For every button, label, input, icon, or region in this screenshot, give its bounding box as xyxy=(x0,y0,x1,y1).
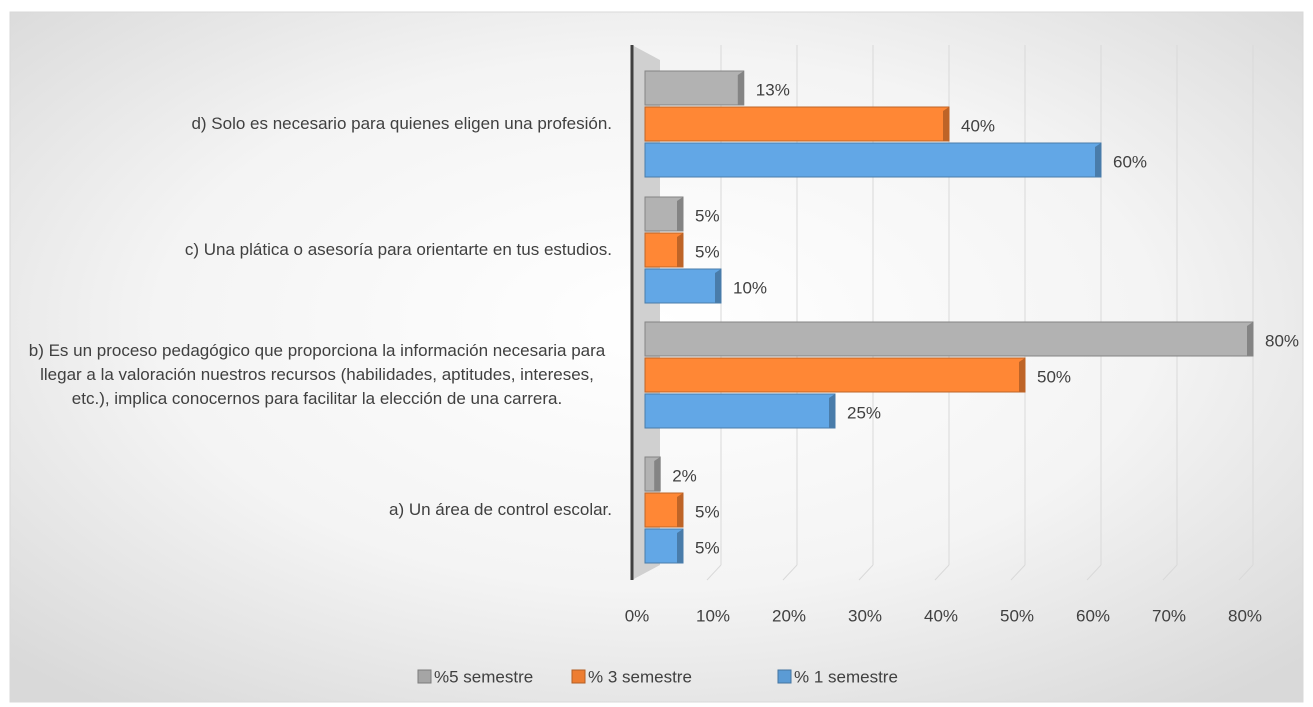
bar xyxy=(644,196,684,232)
category-label: d) Solo es necesario para quienes eligen… xyxy=(191,114,612,133)
bar-side-face xyxy=(737,71,744,105)
bar-side-face xyxy=(943,107,949,141)
grid-line-base xyxy=(858,564,874,581)
x-tick-label: 80% xyxy=(1228,606,1262,625)
bar-side-face xyxy=(829,394,835,428)
x-tick-label: 60% xyxy=(1076,606,1110,625)
bar xyxy=(644,142,1102,178)
grid-line-base xyxy=(706,564,722,581)
category-label: a) Un área de control escolar. xyxy=(388,500,612,519)
data-label: 50% xyxy=(1037,367,1071,386)
x-tick-label: 20% xyxy=(772,606,806,625)
legend-swatch xyxy=(777,669,792,684)
bar-side-face xyxy=(715,269,721,303)
bar-side-face xyxy=(654,457,661,491)
data-label: 10% xyxy=(733,278,767,297)
data-label: 80% xyxy=(1265,331,1299,350)
data-label: 5% xyxy=(695,538,720,557)
legend-swatch xyxy=(417,669,432,684)
bar-side-face xyxy=(1247,322,1253,356)
grid-line-base xyxy=(1162,564,1178,581)
x-tick-label: 30% xyxy=(848,606,882,625)
grid-line-base xyxy=(1010,564,1026,581)
data-label: 5% xyxy=(695,242,720,261)
category-label: b) Es un proceso pedagógico que proporci… xyxy=(28,341,606,408)
bar xyxy=(644,321,1254,357)
bar-side-face xyxy=(1019,358,1025,392)
data-label: 13% xyxy=(756,80,790,99)
category-label: c) Una plática o asesoría para orientart… xyxy=(184,240,612,259)
x-tick-label: 40% xyxy=(924,606,958,625)
grid-line-base xyxy=(934,564,950,581)
data-label: 60% xyxy=(1113,152,1147,171)
legend-label: % 3 semestre xyxy=(588,667,692,686)
grid-line-base xyxy=(1238,564,1254,581)
bar xyxy=(644,232,684,268)
legend-label: %5 semestre xyxy=(434,667,533,686)
data-label: 2% xyxy=(672,466,697,485)
grid-line-base xyxy=(1086,564,1102,581)
data-label: 5% xyxy=(695,206,720,225)
bar-side-face xyxy=(677,197,683,231)
grid-line-base xyxy=(782,564,798,581)
x-tick-label: 0% xyxy=(625,606,650,625)
data-label: 5% xyxy=(695,502,720,521)
data-label: 25% xyxy=(847,403,881,422)
bar-side-face xyxy=(1095,143,1101,177)
x-tick-label: 70% xyxy=(1152,606,1186,625)
bar xyxy=(644,106,950,142)
bar xyxy=(644,70,745,106)
data-label: 40% xyxy=(961,116,995,135)
bar xyxy=(644,492,684,528)
bar-side-face xyxy=(677,529,683,563)
x-tick-label: 50% xyxy=(1000,606,1034,625)
legend-swatch xyxy=(571,669,586,684)
bar-side-face xyxy=(677,493,683,527)
side-wall xyxy=(632,45,660,580)
x-tick-label: 10% xyxy=(696,606,730,625)
legend-label: % 1 semestre xyxy=(794,667,898,686)
bar xyxy=(644,268,722,304)
bar xyxy=(644,393,836,429)
bar xyxy=(644,528,684,564)
bar-side-face xyxy=(677,233,683,267)
bar xyxy=(644,357,1026,393)
